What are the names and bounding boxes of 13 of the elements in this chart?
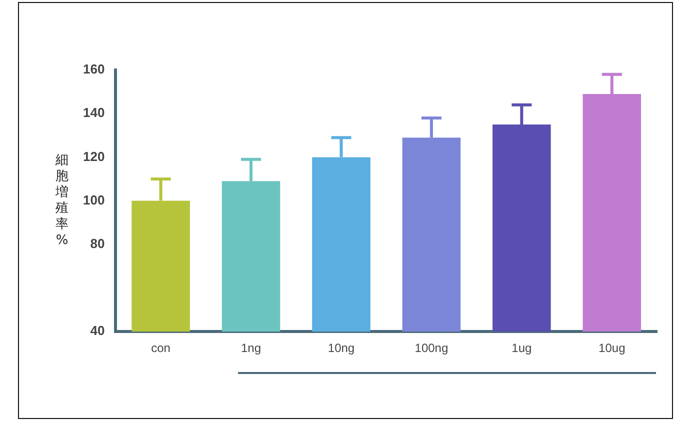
y-tick-label: 160 [82, 62, 105, 77]
y-tick-label: 80 [90, 236, 105, 251]
x-tick-label: 10ug [598, 341, 626, 356]
y-tick-label: 100 [82, 192, 105, 208]
x-tick-label: 10ng [328, 341, 355, 356]
x-tick-label: 100ng [414, 341, 448, 356]
x-tick-label: 1ug [512, 341, 532, 356]
x-tick-label: 1ng [241, 341, 262, 356]
y-tick-label: 140 [82, 105, 105, 120]
y-axis-title: 細胞増殖率% [54, 153, 68, 248]
y-tick-label: 40 [90, 323, 105, 338]
x-tick-label: con [151, 341, 170, 356]
y-tick-label: 120 [82, 148, 105, 164]
